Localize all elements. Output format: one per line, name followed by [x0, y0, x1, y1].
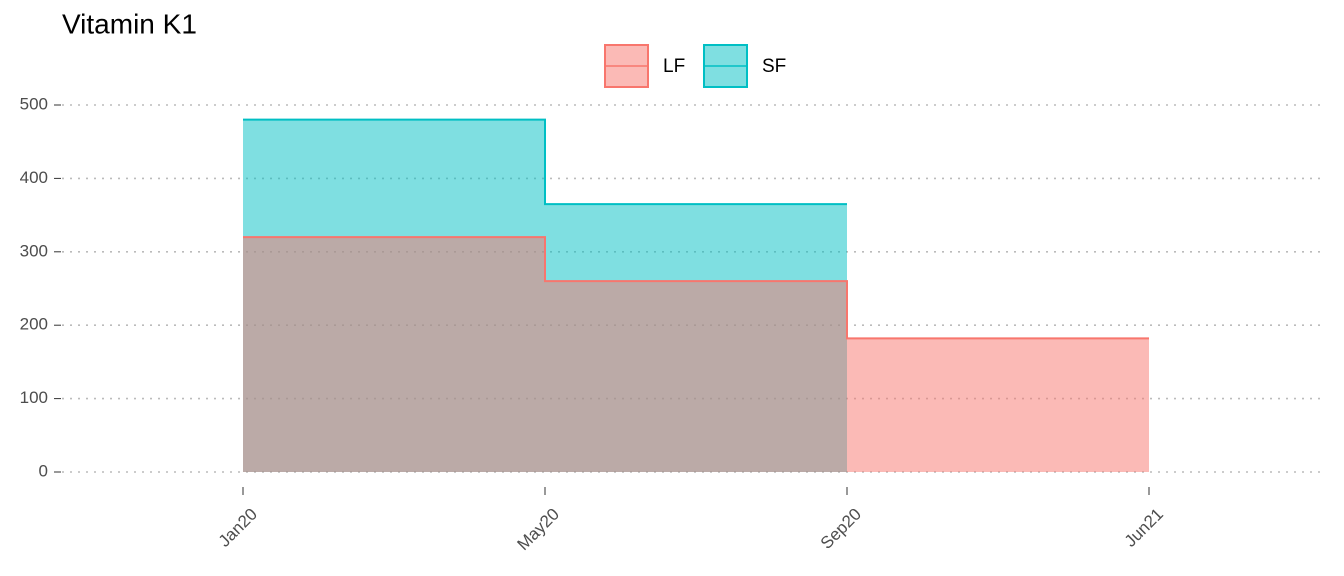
y-tick-label: 100	[20, 388, 48, 407]
y-tick-label: 200	[20, 315, 48, 334]
y-tick-label: 0	[39, 461, 48, 480]
legend-item: SF	[703, 44, 786, 88]
x-tick-label: Jan20	[215, 505, 261, 551]
step-line	[243, 118, 847, 206]
area	[243, 237, 1149, 472]
x-tick-label: Jun21	[1121, 505, 1167, 551]
legend-label: LF	[663, 56, 685, 77]
y-tick-label: 300	[20, 241, 48, 260]
y-tick-label: 400	[20, 168, 48, 187]
y-tick-label: 500	[20, 94, 48, 113]
legend-item: LF	[604, 44, 685, 88]
chart-title: Vitamin K1	[62, 8, 197, 39]
x-tick-label: May20	[513, 505, 563, 555]
legend-label: SF	[762, 56, 786, 77]
step-line	[243, 236, 1149, 340]
x-tick-label: Sep20	[817, 505, 865, 553]
